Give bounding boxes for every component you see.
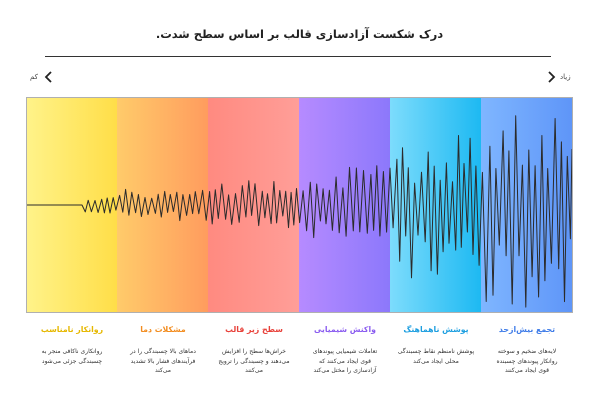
chevron-right-icon bbox=[548, 71, 556, 83]
category-temperature: مشکلات دما دماهای بالا چسبندگی را در فرآ… bbox=[117, 325, 209, 376]
chevron-left-icon bbox=[44, 71, 52, 83]
category-title: روانکار نامناسب bbox=[40, 325, 104, 334]
category-description: روانکاری ناکافی منجر به چسبندگی جزئی می‌… bbox=[41, 348, 103, 365]
category-mold-surface: سطح زیر قالب خراش‌ها سطح را افزایش می‌ده… bbox=[208, 325, 300, 376]
category-description: لایه‌های ضخیم و سوخته روانکار پیوندهای چ… bbox=[496, 348, 558, 374]
category-lubricant: روانکار نامناسب روانکاری ناکافی منجر به … bbox=[26, 325, 118, 366]
category-title: واکنش شیمیایی bbox=[314, 325, 376, 334]
category-title: تجمع بیش‌ازحد bbox=[498, 325, 556, 334]
category-chemical-reaction: واکنش شیمیایی تعاملات شیمیایی پیوندهای ق… bbox=[299, 325, 391, 376]
category-description: تعاملات شیمیایی پیوندهای قوی ایجاد می‌کن… bbox=[312, 348, 378, 374]
scale-high-label: زیاد bbox=[560, 73, 571, 81]
category-description: خراش‌ها سطح را افزایش می‌دهند و چسبندگی … bbox=[218, 348, 290, 374]
title-divider bbox=[45, 56, 551, 57]
chart-title: درک شکست آزادسازی قالب بر اساس سطح شدت. bbox=[155, 27, 444, 41]
waveform-line bbox=[26, 115, 573, 308]
panel-border bbox=[26, 97, 573, 313]
category-description: پوشش نامنظم نقاط چسبندگی محلی ایجاد می‌ک… bbox=[397, 348, 475, 365]
category-description: دماهای بالا چسبندگی را در فرآیندهای فشار… bbox=[130, 348, 196, 374]
category-excess-buildup: تجمع بیش‌ازحد لایه‌های ضخیم و سوخته روان… bbox=[481, 325, 573, 376]
scale-low-label: کم bbox=[30, 73, 38, 81]
severity-waveform bbox=[26, 115, 573, 308]
category-inconsistent-coating: پوشش ناهماهنگ پوشش نامنظم نقاط چسبندگی م… bbox=[390, 325, 482, 366]
category-title: سطح زیر قالب bbox=[225, 325, 283, 334]
category-title: مشکلات دما bbox=[140, 325, 186, 334]
severity-panel bbox=[26, 97, 573, 313]
category-title: پوشش ناهماهنگ bbox=[403, 325, 469, 334]
